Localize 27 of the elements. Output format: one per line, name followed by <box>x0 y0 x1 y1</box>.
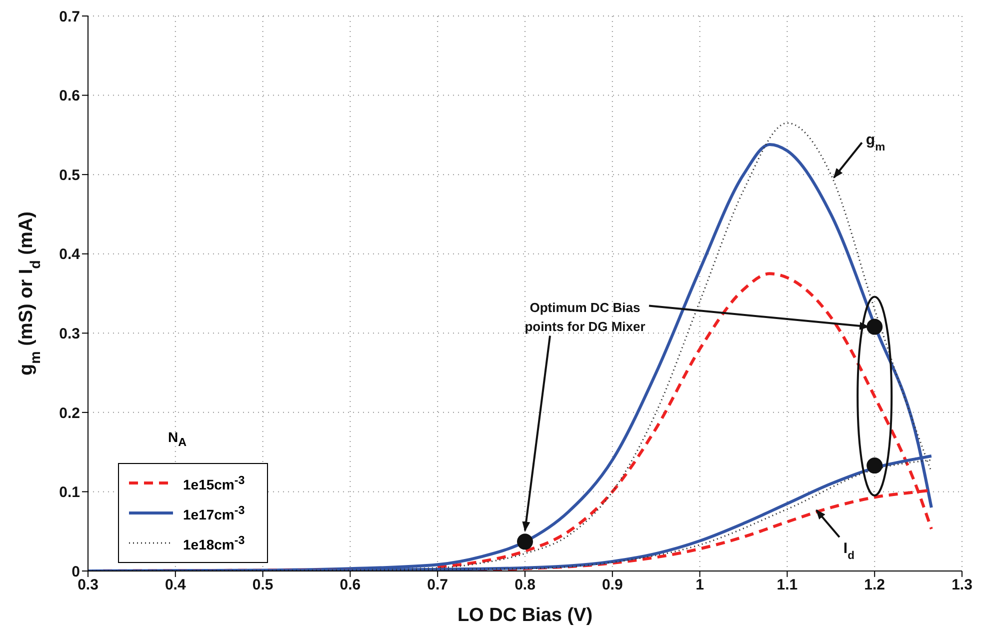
x-tick-label: 0.4 <box>164 576 186 594</box>
x-tick-label: 1.2 <box>864 576 886 594</box>
legend-label: 1e17cm$^{-3}$ <box>183 504 245 522</box>
legend-title: N$_{A}$ <box>168 429 187 449</box>
x-tick-label: 1 <box>696 576 704 594</box>
x-tick-label: 0.7 <box>427 576 448 594</box>
y-tick-label: 0.6 <box>59 88 80 105</box>
x-tick-label: 0.3 <box>78 576 98 594</box>
x-tick-label: 1.3 <box>952 576 972 594</box>
y-tick-label: 0.2 <box>59 404 80 422</box>
y-tick-label: 0.7 <box>59 8 80 26</box>
annotation: Optimum DC Bias points for DG Mixer <box>524 300 646 334</box>
y-tick-label: 0.5 <box>59 166 80 184</box>
x-tick-label: 0.9 <box>602 576 623 594</box>
legend-label: 1e15cm$^{-3}$ <box>183 474 245 492</box>
x-tick-label: 0.6 <box>340 576 361 594</box>
x-tick-label: 0.5 <box>252 576 274 594</box>
annotation: g$_{m}$ <box>866 132 886 154</box>
y-tick-label: 0 <box>72 563 80 580</box>
y-tick-label: 0.4 <box>59 246 81 264</box>
annotation: I$_{d}$ <box>843 540 855 562</box>
y-tick-label: 0.1 <box>59 484 80 502</box>
legend-label: 1e18cm$^{-3}$ <box>183 534 245 552</box>
x-tick-label: 1.1 <box>776 576 798 594</box>
x-axis-title: LO DC Bias (V) <box>457 605 593 626</box>
y-tick-label: 0.3 <box>59 325 80 342</box>
x-tick-label: 0.8 <box>514 576 536 594</box>
